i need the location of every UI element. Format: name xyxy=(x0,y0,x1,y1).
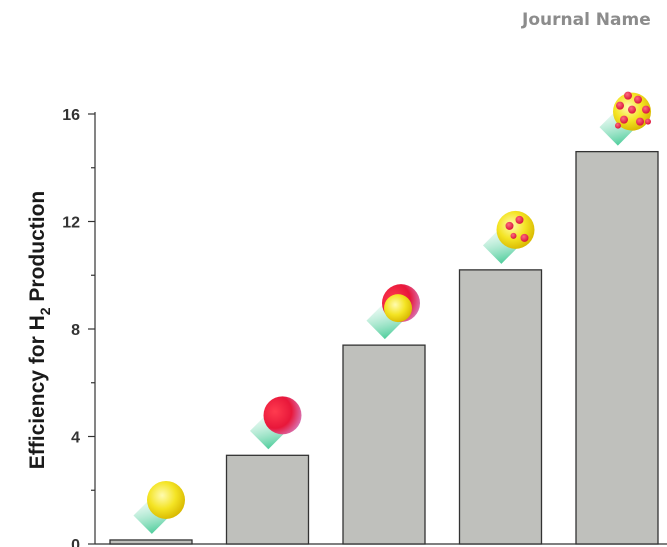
y-tick-label-16: 16 xyxy=(62,107,80,124)
y-axis-label: Efficiency for H2 Production xyxy=(26,191,53,470)
y-tick-label-0: 0 xyxy=(71,537,80,547)
yellow-core xyxy=(384,294,412,323)
red-dot xyxy=(624,91,632,100)
bar-3 xyxy=(342,344,426,545)
red-dot xyxy=(645,118,651,125)
yellow-sphere xyxy=(496,210,535,249)
y-tick-label-4: 4 xyxy=(71,430,80,447)
red-dot xyxy=(634,95,642,104)
yellow-sphere-few-red-dots-icon xyxy=(482,210,535,264)
y-tick-label-8: 8 xyxy=(71,322,80,339)
bar-1 xyxy=(109,539,193,545)
red-dot xyxy=(642,105,650,114)
journal-name: Journal Name xyxy=(522,10,651,30)
bar-5 xyxy=(575,150,659,545)
yellow-sphere xyxy=(147,480,185,519)
red-sphere-icon xyxy=(249,396,302,450)
red-dot xyxy=(636,117,644,126)
red-dot xyxy=(620,115,628,124)
bar-4 xyxy=(458,269,543,545)
red-yellow-core-shell-icon xyxy=(366,284,420,340)
red-sphere xyxy=(263,396,302,435)
red-dot xyxy=(628,105,636,114)
red-dot xyxy=(520,233,529,242)
bar-2 xyxy=(225,454,310,545)
red-dot xyxy=(510,232,517,239)
yellow-sphere-icon xyxy=(133,480,185,534)
red-dot xyxy=(616,101,624,110)
yellow-sphere-many-red-dots-icon xyxy=(599,91,651,146)
y-tick-label-12: 12 xyxy=(62,215,80,232)
red-dot xyxy=(505,221,514,230)
red-dot xyxy=(615,122,621,129)
red-dot xyxy=(515,215,524,224)
